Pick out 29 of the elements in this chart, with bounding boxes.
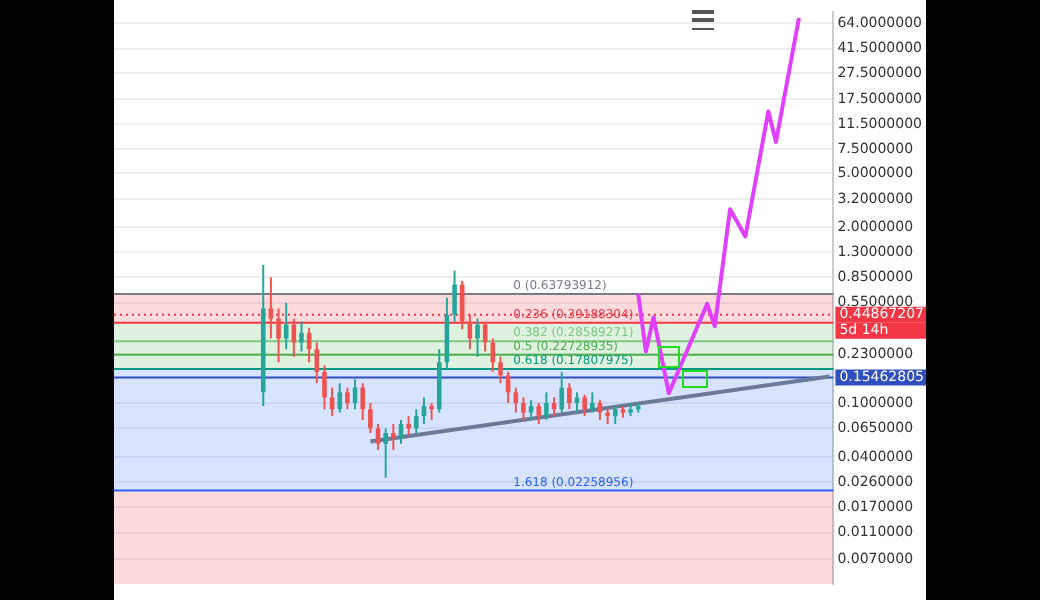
- candlestick: [337, 382, 343, 414]
- candlestick: [528, 399, 534, 421]
- candlestick: [597, 399, 603, 421]
- candlestick: [391, 422, 396, 451]
- candlestick: [436, 348, 442, 414]
- candlestick: [276, 307, 281, 364]
- candlestick: [375, 422, 381, 451]
- candlestick: [268, 276, 274, 340]
- candlestick: [544, 391, 549, 421]
- candlestick: [383, 427, 388, 479]
- candlestick: [406, 415, 411, 437]
- candlestick: [590, 391, 595, 414]
- candlestick: [452, 269, 457, 323]
- candlestick: [582, 393, 587, 418]
- candlestick: [574, 391, 580, 414]
- candlestick: [345, 386, 350, 411]
- candlestick: [322, 364, 327, 411]
- candlestick: [521, 396, 526, 421]
- candlestick: [459, 279, 465, 331]
- candlestick: [513, 386, 519, 414]
- candlestick: [567, 382, 572, 411]
- candlestick: [360, 382, 366, 421]
- candlestick: [299, 320, 304, 353]
- candlestick: [475, 317, 480, 358]
- candlestick: [536, 402, 542, 425]
- candlestick: [559, 370, 564, 414]
- candlestick: [414, 408, 419, 435]
- candlestick: [498, 355, 503, 385]
- candlestick: [368, 402, 373, 435]
